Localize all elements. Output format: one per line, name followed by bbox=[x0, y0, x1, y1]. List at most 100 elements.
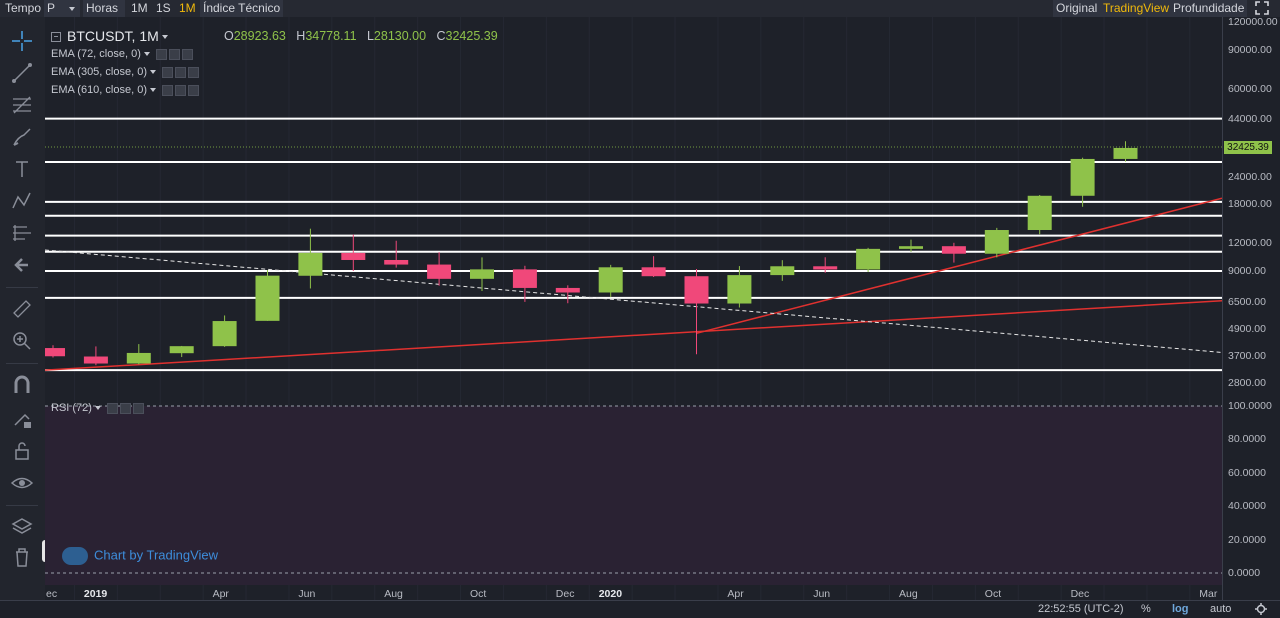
log-toggle[interactable]: log bbox=[1172, 603, 1189, 615]
close-icon[interactable] bbox=[132, 402, 144, 414]
period-select[interactable]: P bbox=[44, 0, 80, 17]
trash-icon[interactable] bbox=[10, 545, 34, 569]
zoom-icon[interactable] bbox=[10, 329, 34, 353]
candle bbox=[856, 248, 881, 270]
gear-icon[interactable] bbox=[175, 84, 186, 96]
time-tick: Jun bbox=[813, 588, 831, 600]
pattern-icon[interactable] bbox=[10, 189, 34, 213]
symbol-label: BTCUSDT, 1M bbox=[67, 28, 159, 44]
candle bbox=[984, 230, 1009, 254]
interval-1s-button[interactable]: 1S bbox=[156, 1, 171, 15]
time-tick: Mar bbox=[1199, 588, 1218, 600]
dashed-trendline bbox=[45, 249, 1222, 353]
candle bbox=[727, 275, 752, 304]
candle bbox=[341, 252, 366, 260]
close-icon[interactable] bbox=[181, 48, 193, 60]
time-tick: Dec bbox=[1070, 588, 1090, 600]
trend-lines bbox=[45, 197, 1222, 371]
indicator-label: EMA (72, close, 0) bbox=[51, 48, 141, 60]
candle bbox=[427, 264, 452, 279]
candle bbox=[255, 275, 280, 321]
chevron-down-icon bbox=[150, 70, 156, 75]
auto-toggle[interactable]: auto bbox=[1210, 603, 1232, 615]
candle bbox=[598, 267, 623, 293]
rsi-indicator[interactable]: RSI (72) bbox=[51, 402, 146, 414]
candle bbox=[941, 246, 966, 254]
ohlc-c-label: C bbox=[436, 29, 446, 43]
trendline-icon[interactable] bbox=[10, 61, 34, 85]
horas-label: Horas bbox=[86, 1, 119, 15]
chevron-down-icon bbox=[94, 406, 101, 411]
close-icon[interactable] bbox=[188, 66, 199, 78]
rsi-label: RSI (72) bbox=[51, 402, 92, 414]
settings-icon[interactable] bbox=[162, 84, 173, 96]
trendline bbox=[696, 197, 1222, 335]
candle bbox=[899, 246, 923, 249]
close-icon[interactable] bbox=[188, 84, 199, 96]
time-tick: Oct bbox=[984, 588, 1002, 600]
price-axis[interactable] bbox=[1222, 17, 1280, 600]
indicator-ema-305[interactable]: EMA (305, close, 0) bbox=[51, 66, 201, 78]
indicator-button[interactable]: Índice Técnico bbox=[200, 0, 284, 17]
trendline bbox=[45, 299, 1222, 371]
candle bbox=[1070, 158, 1095, 196]
ruler-icon[interactable] bbox=[10, 297, 34, 321]
gear-icon[interactable] bbox=[175, 66, 186, 78]
fullscreen-icon[interactable] bbox=[1252, 0, 1272, 17]
price-tick: 12000.00 bbox=[1228, 237, 1272, 250]
chevron-down-icon bbox=[161, 35, 168, 40]
settings-icon[interactable] bbox=[162, 66, 173, 78]
time-tick: Oct bbox=[470, 588, 487, 600]
view-original-tab[interactable]: Original bbox=[1053, 0, 1101, 17]
last-price-tag: 32425.39 bbox=[1224, 141, 1272, 154]
fib-icon[interactable] bbox=[10, 93, 34, 117]
rsi-pane-background bbox=[45, 406, 1222, 585]
time-tick: Aug bbox=[384, 588, 403, 600]
top-toolbar: Tempo P Horas 1M 1S 1M Índice Técnico Or… bbox=[0, 0, 1280, 28]
candle bbox=[470, 269, 494, 279]
prediction-icon[interactable] bbox=[10, 221, 34, 245]
indicator-ema-610[interactable]: EMA (610, close, 0) bbox=[51, 84, 201, 96]
price-chart[interactable] bbox=[45, 17, 1222, 600]
collapse-icon[interactable] bbox=[51, 32, 61, 43]
brush-icon[interactable] bbox=[10, 125, 34, 149]
candle bbox=[1113, 147, 1138, 159]
text-icon[interactable] bbox=[10, 157, 34, 181]
candle bbox=[512, 269, 537, 288]
ohlc-low: 28130.00 bbox=[373, 29, 427, 43]
lock-drawing-icon[interactable] bbox=[10, 407, 34, 431]
view-depth-tab[interactable]: Profundidade bbox=[1170, 0, 1248, 17]
settings-icon[interactable] bbox=[155, 48, 167, 60]
rsi-tick: 60.0000 bbox=[1228, 466, 1266, 479]
ohlc-o-label: O bbox=[224, 29, 234, 43]
gear-icon[interactable] bbox=[168, 48, 180, 60]
indicator-ema-72[interactable]: EMA (72, close, 0) bbox=[51, 48, 195, 60]
indicator-label: EMA (305, close, 0) bbox=[51, 66, 147, 78]
symbol-title[interactable]: BTCUSDT, 1M bbox=[51, 28, 168, 44]
gear-icon[interactable] bbox=[119, 402, 131, 414]
rsi-tick: 100.0000 bbox=[1228, 400, 1272, 412]
back-arrow-icon[interactable] bbox=[10, 253, 34, 277]
magnet-icon[interactable] bbox=[10, 373, 34, 397]
view-tradingview-tab[interactable]: TradingView bbox=[1100, 0, 1173, 17]
candle bbox=[169, 346, 194, 354]
interval-1m-active-button[interactable]: 1M bbox=[179, 1, 196, 15]
lock-icon[interactable] bbox=[10, 439, 34, 463]
percent-toggle[interactable]: % bbox=[1141, 603, 1151, 615]
time-tick: Apr bbox=[727, 588, 744, 600]
tradingview-watermark[interactable]: Chart by TradingView bbox=[62, 547, 218, 565]
candle bbox=[298, 252, 323, 276]
settings-icon[interactable] bbox=[106, 402, 118, 414]
interval-1m-button[interactable]: 1M bbox=[131, 1, 148, 15]
candle bbox=[126, 352, 151, 364]
price-tick: 3700.00 bbox=[1228, 350, 1266, 363]
layers-icon[interactable] bbox=[10, 515, 34, 539]
horas-dropdown[interactable]: Horas bbox=[83, 0, 125, 28]
time-tick: Jun bbox=[298, 588, 316, 600]
price-tick: 4900.00 bbox=[1228, 323, 1266, 336]
eye-icon[interactable] bbox=[10, 471, 34, 495]
gear-icon[interactable] bbox=[1255, 603, 1267, 615]
drawing-toolbar bbox=[0, 17, 46, 618]
price-tick: 44000.00 bbox=[1228, 112, 1272, 125]
crosshair-icon[interactable] bbox=[10, 29, 34, 53]
